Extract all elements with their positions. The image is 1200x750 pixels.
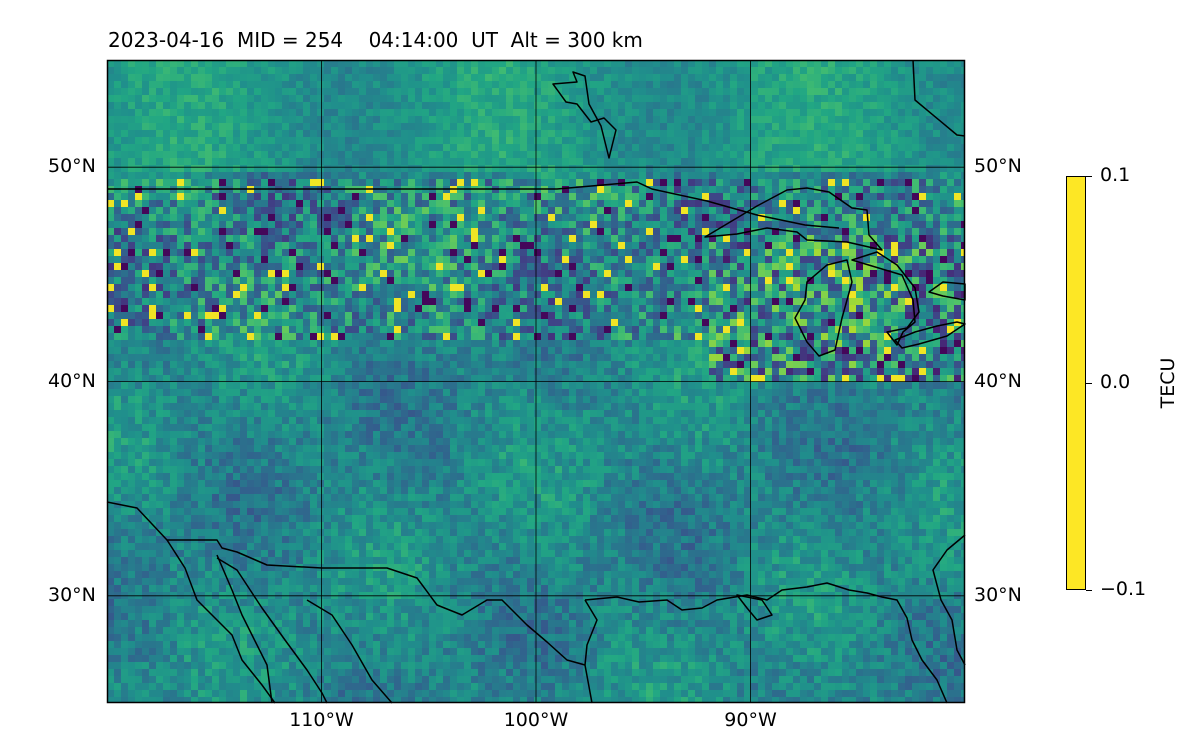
lake-michigan xyxy=(794,259,853,357)
colorbar xyxy=(1066,176,1086,590)
lon-label: 110°W xyxy=(289,709,354,731)
gulf-of-california-coast xyxy=(216,557,328,704)
mexico-mainland-coast xyxy=(306,599,393,704)
lat-label-left: 30°N xyxy=(48,583,96,606)
baja-california-coast xyxy=(166,539,276,704)
tec-map xyxy=(106,59,966,704)
lat-label-left: 40°N xyxy=(48,369,96,392)
lake-erie xyxy=(894,321,966,349)
lat-label-right: 50°N xyxy=(974,155,1022,178)
baja-south-coast xyxy=(216,554,273,704)
lon-label: 100°W xyxy=(503,709,569,731)
colorbar-tick xyxy=(1086,590,1092,591)
atlantic-coast xyxy=(932,534,966,666)
colorbar-tick xyxy=(1086,176,1092,177)
lon-label: 90°W xyxy=(724,709,777,731)
lake-huron xyxy=(851,251,920,346)
texas-coast xyxy=(584,599,598,704)
lake-superior xyxy=(704,187,883,251)
florida-keys-coast xyxy=(736,594,773,621)
hudson-bay-coast xyxy=(552,71,617,159)
colorbar-tick-label: 0.1 xyxy=(1100,164,1131,186)
coastlines-borders xyxy=(106,59,966,704)
colorbar-title: TECU xyxy=(1157,357,1179,409)
map-title: 2023-04-16 MID = 254 04:14:00 UT Alt = 3… xyxy=(108,28,643,52)
lat-label-right: 30°N xyxy=(974,583,1022,606)
lat-label-left: 50°N xyxy=(48,155,96,178)
colorbar-tick-label: −0.1 xyxy=(1100,578,1147,600)
hudson-bay-east-coast xyxy=(912,59,966,137)
graticule xyxy=(106,59,966,704)
gulf-coast xyxy=(584,582,948,704)
mexico-us-border xyxy=(106,501,586,666)
map-border xyxy=(106,59,966,704)
colorbar-tick xyxy=(1086,383,1092,384)
map-overlay xyxy=(106,59,966,704)
lat-label-right: 40°N xyxy=(974,369,1022,392)
colorbar-tick-label: 0.0 xyxy=(1100,371,1131,393)
us-canada-border xyxy=(107,181,840,229)
lake-ontario xyxy=(928,281,966,301)
